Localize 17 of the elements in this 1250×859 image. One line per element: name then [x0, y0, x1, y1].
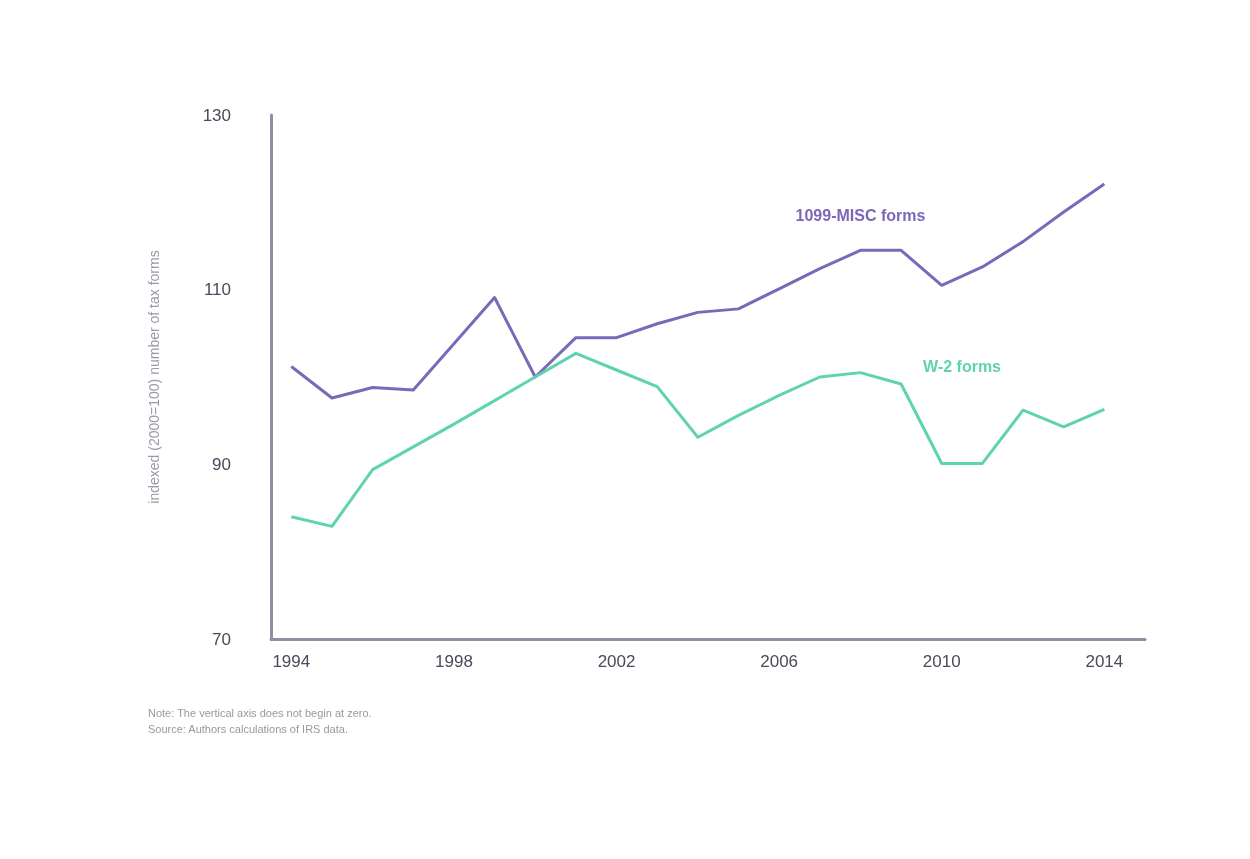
x-tick-label: 1994 [272, 652, 311, 671]
text: Note: The vertical axis does not begin at zero. [148, 706, 372, 721]
y-tick-label: 130 [202, 105, 231, 125]
text: 1099-MISC forms [795, 206, 926, 224]
y-axis-title: indexed (2000=100) number of tax forms [146, 250, 162, 504]
line-series [289, 351, 1106, 528]
x-tick-label: 2002 [597, 652, 636, 671]
y-tick-label: 110 [203, 280, 231, 300]
x-tick-label: 2006 [760, 652, 799, 671]
series-label: W-2 forms [923, 358, 1002, 376]
y-tick-label: 70 [212, 629, 231, 649]
line-series [289, 182, 1106, 400]
x-tick-label: 1998 [435, 652, 473, 671]
x-tick-label: 2014 [1085, 652, 1124, 671]
source-note: Source: Authors calculations of IRS data. [148, 722, 349, 737]
y-tick-label: 90 [212, 454, 231, 474]
x-tick-label: 2010 [922, 652, 961, 671]
